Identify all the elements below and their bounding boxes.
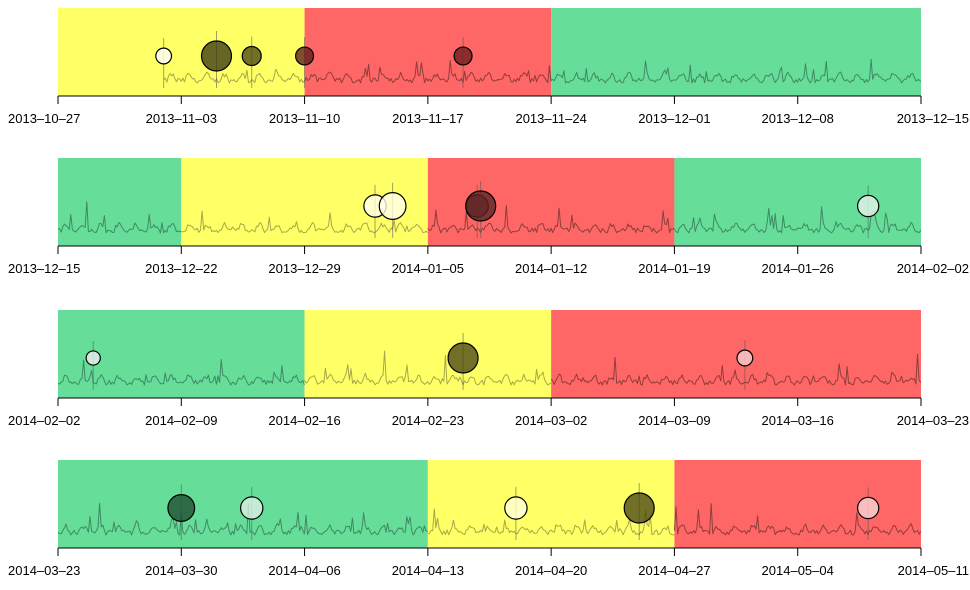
x-tick-label-4-7: 2014–05–04 [762, 563, 834, 578]
x-tick-label-4-4: 2014–04–13 [392, 563, 464, 578]
signal-trace-2-2 [181, 210, 429, 234]
region-red-4-3 [674, 460, 921, 548]
signal-trace-2-3 [427, 205, 675, 234]
x-tick-label-3-7: 2014–03–16 [762, 413, 834, 428]
x-tick-label-1-3: 2013–11–10 [269, 111, 340, 126]
x-tick-label-4-1: 2014–03–23 [8, 563, 80, 578]
x-tick-label-2-7: 2014–01–26 [762, 261, 834, 276]
x-tick-label-1-8: 2013–12–15 [897, 111, 969, 126]
x-tick-label-2-5: 2014–01–12 [515, 261, 587, 276]
signal-trace-4-2 [427, 508, 675, 536]
x-tick-label-3-1: 2014–02–02 [8, 413, 80, 428]
x-tick-label-1-4: 2013–11–17 [392, 111, 463, 126]
x-tick-label-3-8: 2014–03–23 [897, 413, 969, 428]
signal-trace-4-3 [673, 503, 922, 536]
signal-trace-2-1 [57, 201, 182, 234]
event-circle-2-5 [856, 194, 880, 218]
signal-trace-3-2 [304, 350, 552, 386]
x-tick-label-3-6: 2014–03–09 [638, 413, 710, 428]
x-tick-label-4-2: 2014–03–30 [145, 563, 217, 578]
x-tick-label-3-5: 2014–03–02 [515, 413, 587, 428]
event-circle-4-5 [856, 496, 880, 520]
x-tick-label-2-8: 2014–02–02 [897, 261, 969, 276]
x-tick-label-3-4: 2014–02–23 [392, 413, 464, 428]
event-circle-4-1 [167, 494, 196, 522]
signal-trace-4-1 [57, 502, 428, 536]
event-circle-4-3 [504, 496, 528, 520]
event-circle-1-1 [155, 47, 173, 65]
region-green-2-4 [674, 158, 921, 246]
region-red-3-3 [551, 310, 921, 398]
x-tick-label-1-7: 2013–12–08 [762, 111, 834, 126]
signal-trace-1-3 [550, 58, 922, 84]
x-tick-label-1-1: 2013–10–27 [8, 111, 80, 126]
event-circle-4-2 [239, 496, 264, 520]
event-circle-2-4 [465, 190, 497, 222]
x-tick-label-4-3: 2014–04–06 [268, 563, 340, 578]
region-green-2-1 [58, 158, 182, 246]
event-circle-1-3 [241, 45, 262, 67]
event-circle-3-3 [736, 349, 754, 367]
signal-trace-3-3 [550, 353, 922, 386]
x-tick-label-2-4: 2014–01–05 [392, 261, 464, 276]
x-tick-label-2-3: 2013–12–29 [268, 261, 340, 276]
event-circle-1-5 [453, 46, 473, 66]
event-circle-1-4 [295, 46, 315, 66]
panel-2: 2013–12–15 2013–12–22 2013–12–29 2014–01–05… [8, 158, 969, 276]
event-circle-3-2 [447, 342, 479, 374]
signal-trace-1-1 [163, 68, 305, 84]
signal-trace-2-4 [673, 206, 922, 234]
x-tick-label-2-1: 2013–12–15 [8, 261, 80, 276]
region-red-2-3 [427, 158, 675, 246]
signal-trace-3-1 [57, 359, 305, 386]
signal-trace-1-2 [304, 60, 552, 84]
event-circle-2-2 [378, 192, 407, 220]
panel-1: 2013–10–27 2013–11–03 2013–11–10 2013–11–17… [8, 8, 969, 126]
event-circle-1-2 [200, 40, 233, 72]
event-circle-3-1 [85, 350, 101, 366]
x-tick-label-4-8: 2014–05–11 [898, 563, 969, 578]
x-tick-label-2-6: 2014–01–19 [638, 261, 710, 276]
x-tick-label-2-2: 2013–12–22 [145, 261, 217, 276]
event-circle-4-4 [623, 492, 655, 524]
panel-4: 2014–03–23 2014–03–30 2014–04–06 2014–04–13… [8, 460, 969, 578]
x-tick-label-3-2: 2014–02–09 [145, 413, 217, 428]
x-tick-label-1-5: 2013–11–24 [515, 111, 586, 126]
region-yellow-1-1 [58, 8, 305, 96]
panel-3: 2014–02–02 2014–02–09 2014–02–16 2014–02–23… [8, 310, 969, 428]
region-green-1-3 [551, 8, 921, 96]
x-tick-label-3-3: 2014–02–16 [268, 413, 340, 428]
x-tick-label-1-6: 2013–12–01 [638, 111, 710, 126]
x-tick-label-4-5: 2014–04–20 [515, 563, 587, 578]
x-tick-label-4-6: 2014–04–27 [638, 563, 710, 578]
x-tick-label-1-2: 2013–11–03 [146, 111, 217, 126]
